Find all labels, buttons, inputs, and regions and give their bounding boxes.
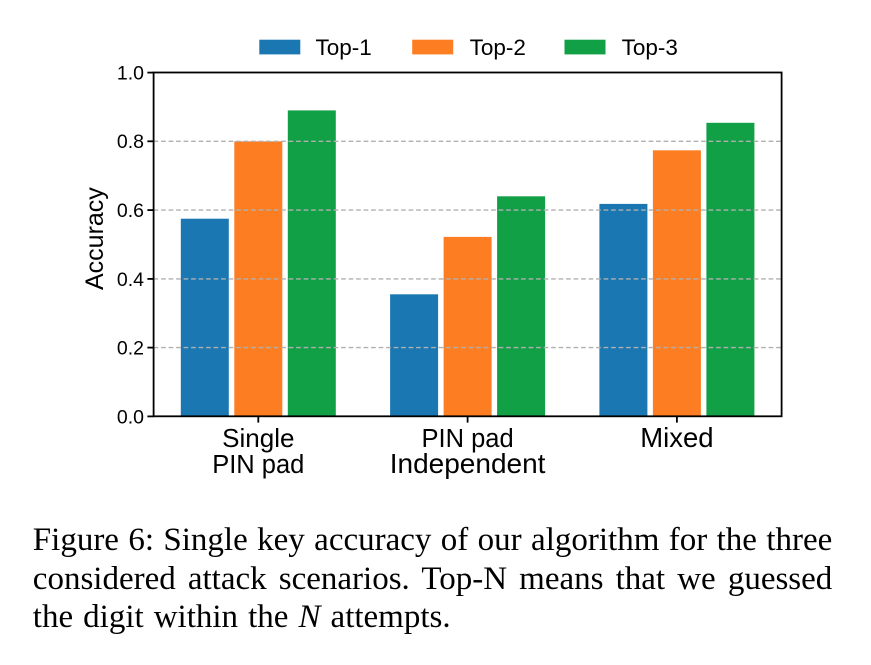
- svg-text:Top-2: Top-2: [470, 35, 526, 60]
- svg-text:0.8: 0.8: [117, 131, 144, 153]
- svg-text:0.4: 0.4: [117, 269, 144, 291]
- svg-text:0.6: 0.6: [117, 200, 144, 222]
- svg-text:Top-3: Top-3: [622, 35, 678, 60]
- svg-text:PIN pad: PIN pad: [212, 451, 304, 479]
- svg-text:Mixed: Mixed: [640, 422, 713, 453]
- svg-text:0.0: 0.0: [117, 406, 144, 428]
- svg-text:Top-1: Top-1: [316, 35, 372, 60]
- svg-text:Independent: Independent: [390, 448, 546, 479]
- svg-text:0.2: 0.2: [117, 338, 144, 360]
- svg-text:PIN pad: PIN pad: [422, 425, 514, 453]
- svg-text:Accuracy: Accuracy: [81, 187, 109, 290]
- svg-text:1.0: 1.0: [117, 63, 144, 85]
- svg-text:Single: Single: [222, 423, 294, 453]
